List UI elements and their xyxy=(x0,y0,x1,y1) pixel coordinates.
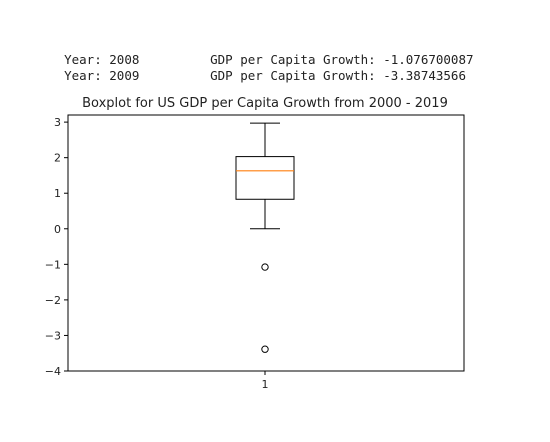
output-year: Year: 2008 xyxy=(64,52,140,67)
y-tick-label: −2 xyxy=(45,294,61,307)
y-tick-label: 1 xyxy=(54,187,61,200)
output-gdp: GDP per Capita Growth: -1.076700087 xyxy=(210,52,474,67)
y-tick-label: −3 xyxy=(45,329,61,342)
output-line-2009: Year: 2009 GDP per Capita Growth: -3.3874… xyxy=(34,52,474,83)
y-tick-label: −1 xyxy=(45,258,61,271)
y-tick-label: 3 xyxy=(54,116,61,129)
outlier-point xyxy=(261,345,269,353)
chart-title: Boxplot for US GDP per Capita Growth fro… xyxy=(82,96,448,111)
x-tick-label: 1 xyxy=(262,378,269,391)
cell-output: Year: 2008 GDP per Capita Growth: -1.0767… xyxy=(34,36,474,83)
y-tick-label: 2 xyxy=(54,152,61,165)
outlier-point xyxy=(261,263,269,271)
y-tick-label: −4 xyxy=(45,365,61,378)
output-line-2008: Year: 2008 GDP per Capita Growth: -1.0767… xyxy=(34,36,473,67)
output-year: Year: 2009 xyxy=(64,68,140,83)
iqr-box xyxy=(235,156,295,200)
axes-frame xyxy=(67,114,465,372)
output-gdp: GDP per Capita Growth: -3.38743566 xyxy=(210,68,466,83)
y-tick-label: 0 xyxy=(54,223,61,236)
plot-area: 3 2 1 0 −1 −2 −3 −4 1 xyxy=(45,114,465,391)
